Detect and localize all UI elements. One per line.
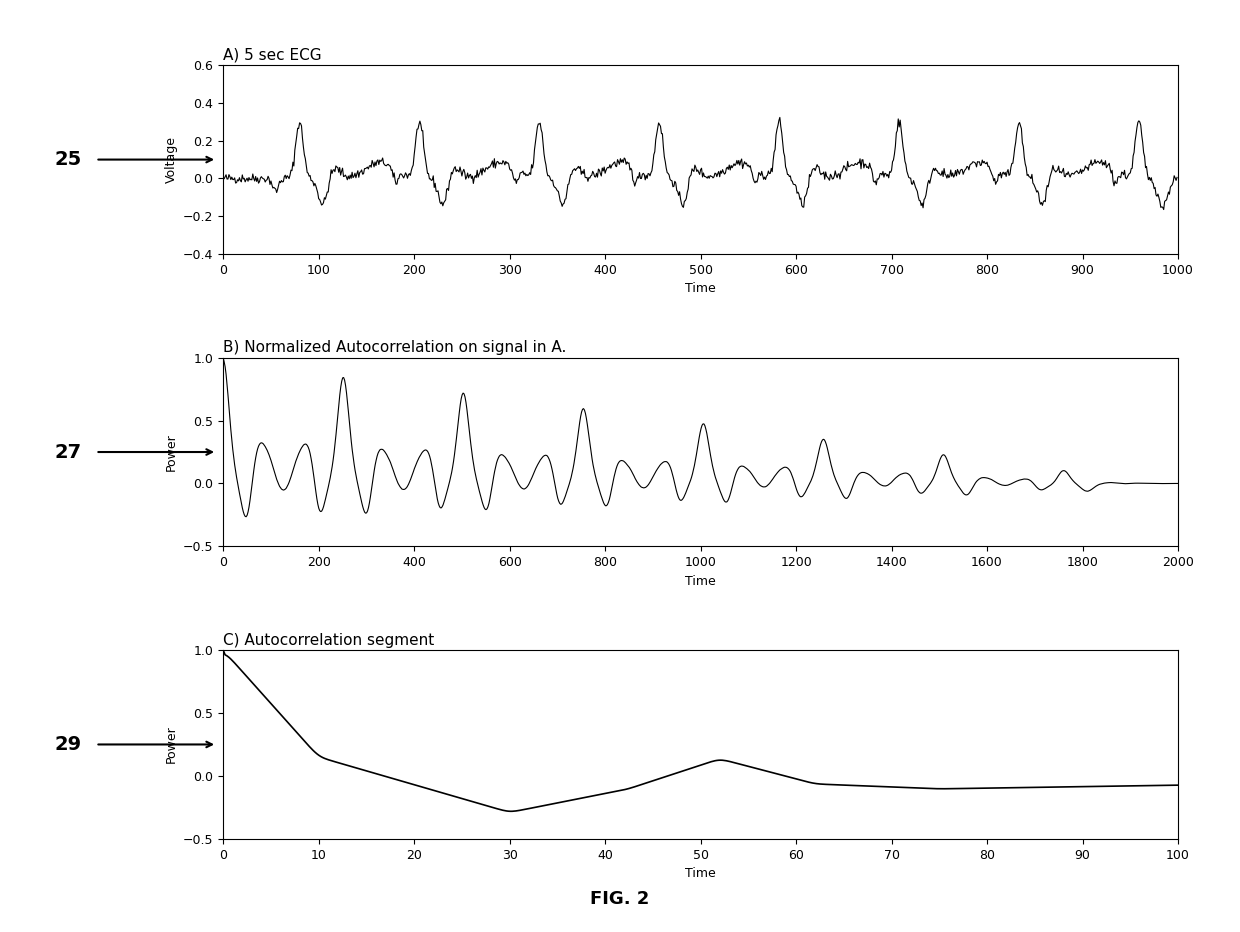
Text: C) Autocorrelation segment: C) Autocorrelation segment <box>223 633 434 648</box>
Text: B) Normalized Autocorrelation on signal in A.: B) Normalized Autocorrelation on signal … <box>223 340 567 355</box>
Text: FIG. 2: FIG. 2 <box>590 890 650 908</box>
X-axis label: Time: Time <box>686 575 715 588</box>
Y-axis label: Power: Power <box>165 726 177 763</box>
Text: A) 5 sec ECG: A) 5 sec ECG <box>223 48 322 62</box>
Y-axis label: Voltage: Voltage <box>165 136 177 183</box>
Text: 29: 29 <box>55 735 82 754</box>
X-axis label: Time: Time <box>686 282 715 295</box>
Text: 27: 27 <box>55 443 82 461</box>
X-axis label: Time: Time <box>686 867 715 880</box>
Y-axis label: Power: Power <box>165 433 177 471</box>
Text: 25: 25 <box>55 150 82 169</box>
